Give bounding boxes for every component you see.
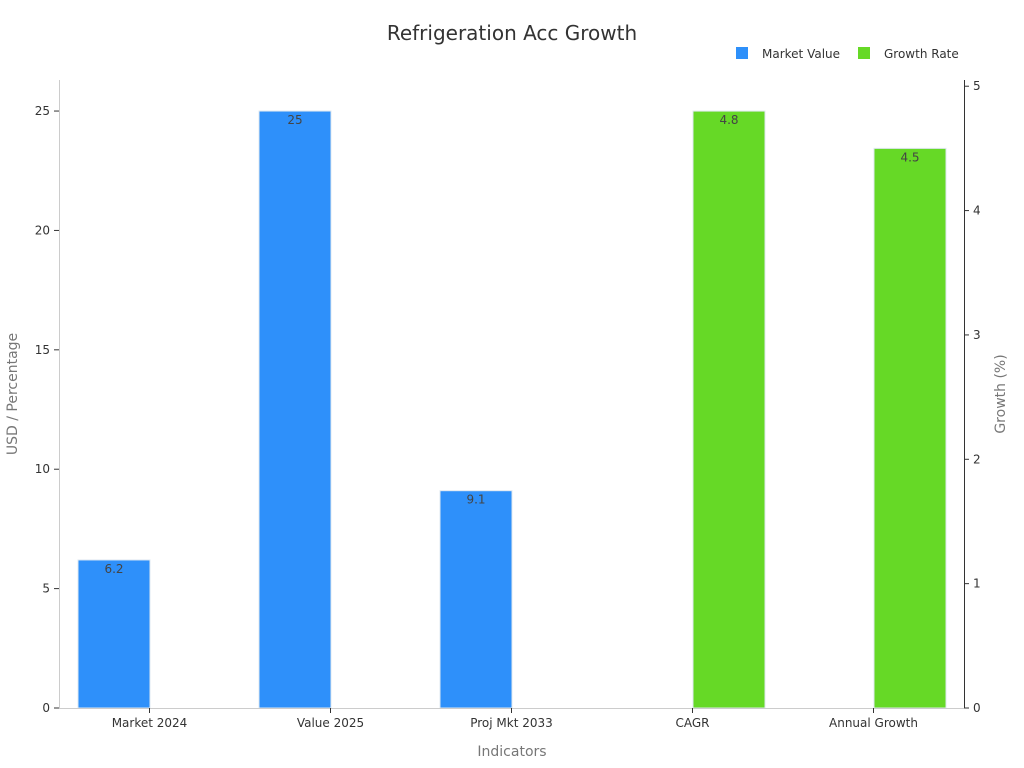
left-y-axis-title: USD / Percentage — [5, 333, 21, 455]
left-y-tick-label: 5 — [42, 582, 50, 596]
chart-title: Refrigeration Acc Growth — [387, 21, 637, 45]
left-y-tick-label: 0 — [42, 701, 50, 715]
data-label-market-2024: 6.2 — [104, 562, 123, 576]
left-y-ticks: 0 5 10 15 20 25 — [35, 104, 59, 715]
left-y-tick-label: 10 — [35, 462, 50, 476]
left-y-tick-label: 20 — [35, 223, 50, 237]
left-y-tick-label: 25 — [35, 104, 50, 118]
right-y-tick-label: 0 — [973, 701, 981, 715]
right-y-ticks: 0 1 2 3 4 5 — [964, 79, 981, 715]
data-labels-group: 6.2 25 9.1 4.8 4.5 — [104, 113, 919, 576]
bar-market-2024 — [77, 559, 151, 709]
data-label-value-2025: 25 — [287, 113, 302, 127]
data-label-annual-growth: 4.5 — [900, 150, 919, 164]
legend-label-market-value: Market Value — [762, 47, 840, 61]
x-ticks: Market 2024 Value 2025 Proj Mkt 2033 CAGR An… — [112, 708, 918, 730]
bar-proj-mkt-2033 — [439, 490, 513, 709]
right-y-axis-title: Growth (%) — [993, 354, 1009, 433]
right-y-tick-label: 3 — [973, 328, 981, 342]
x-axis-title: Indicators — [477, 744, 546, 760]
x-tick-label-cagr: CAGR — [675, 716, 709, 730]
data-label-proj-mkt-2033: 9.1 — [466, 493, 485, 507]
bar-value-2025 — [258, 110, 332, 709]
right-y-tick-label: 1 — [973, 577, 981, 591]
bar-cagr — [692, 110, 766, 709]
legend: Market Value Growth Rate — [736, 47, 959, 61]
x-tick-label-value-2025: Value 2025 — [297, 716, 364, 730]
data-label-cagr: 4.8 — [719, 113, 738, 127]
x-tick-label-market-2024: Market 2024 — [112, 716, 188, 730]
legend-swatch-market-value — [736, 47, 748, 59]
right-y-tick-label: 2 — [973, 452, 981, 466]
right-y-tick-label: 5 — [973, 79, 981, 93]
left-y-tick-label: 15 — [35, 343, 50, 357]
legend-swatch-growth-rate — [858, 47, 870, 59]
legend-label-growth-rate: Growth Rate — [884, 47, 959, 61]
x-tick-label-proj-mkt-2033: Proj Mkt 2033 — [470, 716, 553, 730]
x-tick-label-annual-growth: Annual Growth — [829, 716, 918, 730]
bars-group — [77, 110, 947, 709]
bar-annual-growth — [873, 147, 947, 709]
right-y-tick-label: 4 — [973, 204, 981, 218]
